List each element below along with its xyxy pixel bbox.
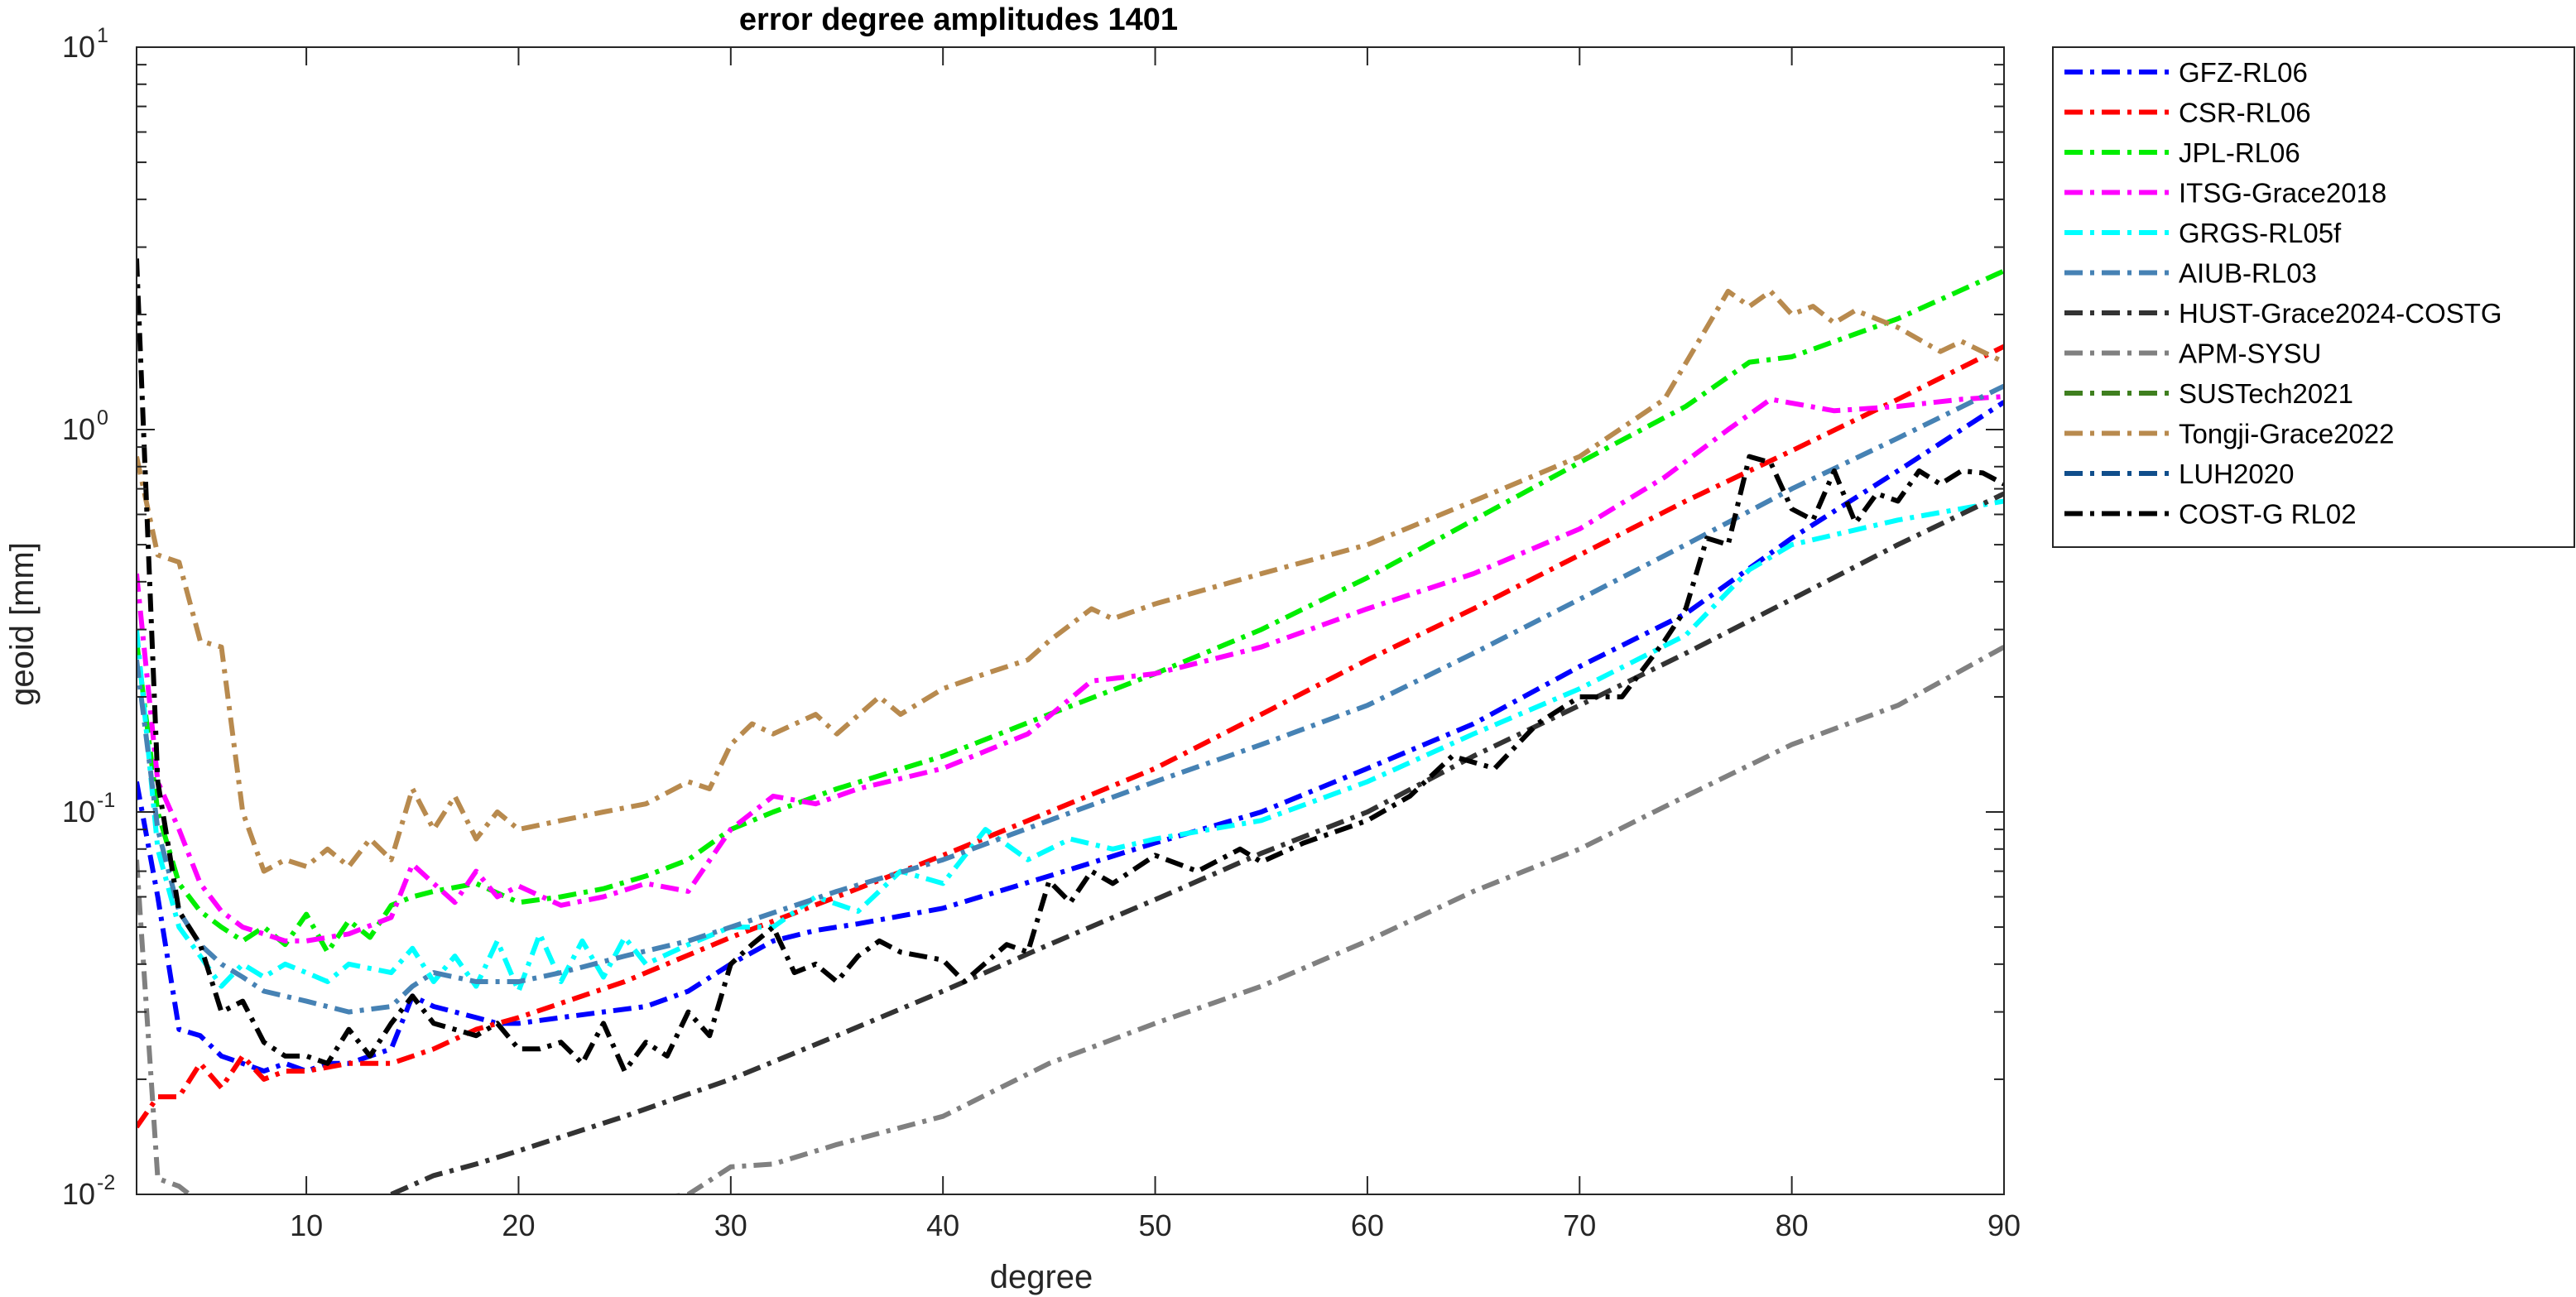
series-line-cost-g-rl02	[137, 258, 2004, 1074]
series-layer	[137, 258, 2004, 1194]
legend-item: CSR-RL06	[2064, 98, 2311, 128]
legend-item: GRGS-RL05f	[2064, 218, 2342, 248]
legend-item: COST-G RL02	[2064, 499, 2357, 530]
y-axis-label: geoid [mm]	[4, 542, 41, 706]
x-axis-label: degree	[990, 1259, 1093, 1295]
x-tick-label: 20	[502, 1208, 535, 1242]
legend-label: GFZ-RL06	[2179, 57, 2308, 88]
x-tick-label: 80	[1776, 1208, 1809, 1242]
x-tick-label: 50	[1139, 1208, 1172, 1242]
series-line-csr-rl06	[137, 343, 2004, 1129]
legend-label: AIUB-RL03	[2179, 258, 2317, 289]
series-line-gfz-rl06	[137, 400, 2004, 1074]
svg-text:10: 10	[62, 1177, 95, 1211]
legend-item: GFZ-RL06	[2064, 57, 2308, 88]
plot-area	[137, 47, 2004, 1194]
legend-item: APM-SYSU	[2064, 339, 2321, 369]
series-line-tongji-grace2022	[137, 288, 2004, 874]
y-tick-label: 10 0	[62, 406, 108, 446]
legend-box	[2052, 46, 2575, 548]
x-tick-label: 90	[1987, 1208, 2021, 1242]
legend-label: SUSTech2021	[2179, 378, 2353, 409]
legend-label: CSR-RL06	[2179, 98, 2311, 128]
series-line-jpl-rl06	[137, 268, 2004, 955]
y-tick-label: 10 1	[62, 24, 108, 64]
legend-label: HUST-Grace2024-COSTG	[2179, 298, 2502, 329]
svg-text:10: 10	[62, 412, 95, 446]
legend-label: COST-G RL02	[2179, 499, 2357, 530]
series-line-itsg-grace2018	[137, 394, 2004, 944]
x-tick-label: 60	[1351, 1208, 1384, 1242]
svg-text:-1: -1	[97, 789, 115, 812]
svg-text:10: 10	[62, 30, 95, 64]
series-line-hust-grace2024-costg	[390, 491, 2004, 1194]
legend-item: SUSTech2021	[2064, 378, 2353, 409]
x-tick-label: 10	[290, 1208, 323, 1242]
legend-item: LUH2020	[2064, 459, 2294, 489]
legend-item: HUST-Grace2024-COSTG	[2064, 298, 2502, 329]
legend-label: ITSG-Grace2018	[2179, 178, 2386, 209]
plot-frame	[136, 46, 2005, 1195]
svg-text:-2: -2	[97, 1171, 115, 1194]
legend-label: Tongji-Grace2022	[2179, 419, 2395, 449]
legend-item: ITSG-Grace2018	[2064, 178, 2386, 209]
x-tick-label: 40	[926, 1208, 959, 1242]
svg-text:1: 1	[97, 24, 108, 47]
svg-text:0: 0	[97, 406, 108, 430]
legend-label: LUH2020	[2179, 459, 2294, 489]
series-line-grgs-rl05f	[137, 498, 2004, 994]
series-line-aiub-rl03	[137, 383, 2004, 1015]
legend-item: Tongji-Grace2022	[2064, 419, 2395, 449]
x-tick-label: 70	[1563, 1208, 1596, 1242]
x-tick-label: 30	[714, 1208, 747, 1242]
svg-text:10: 10	[62, 795, 95, 829]
legend-label: GRGS-RL05f	[2179, 218, 2342, 248]
y-tick-label: 10 -2	[62, 1171, 115, 1211]
legend-item: JPL-RL06	[2064, 137, 2300, 168]
y-tick-label: 10 -1	[62, 789, 115, 829]
legend-label: APM-SYSU	[2179, 339, 2321, 369]
legend-item: AIUB-RL03	[2064, 258, 2317, 289]
legend: GFZ-RL06 CSR-RL06 JPL-RL06 ITSG-Grace2018 GR…	[2052, 46, 2575, 548]
series-line-apm-sysu	[137, 645, 2004, 1194]
chart-title: error degree amplitudes 1401	[739, 2, 1178, 37]
legend-label: JPL-RL06	[2179, 137, 2300, 168]
